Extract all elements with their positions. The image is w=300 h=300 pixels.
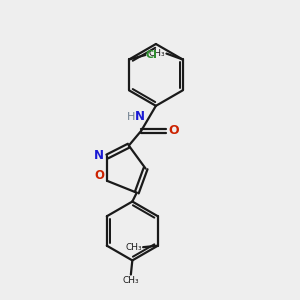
Text: O: O [94, 169, 104, 182]
Text: H: H [127, 112, 136, 122]
Text: CH₃: CH₃ [122, 276, 139, 285]
Text: O: O [169, 124, 179, 137]
Text: CH₃: CH₃ [126, 243, 142, 252]
Text: CH₃: CH₃ [149, 49, 166, 58]
Text: Cl: Cl [146, 50, 158, 60]
Text: N: N [135, 110, 145, 123]
Text: N: N [94, 148, 104, 161]
